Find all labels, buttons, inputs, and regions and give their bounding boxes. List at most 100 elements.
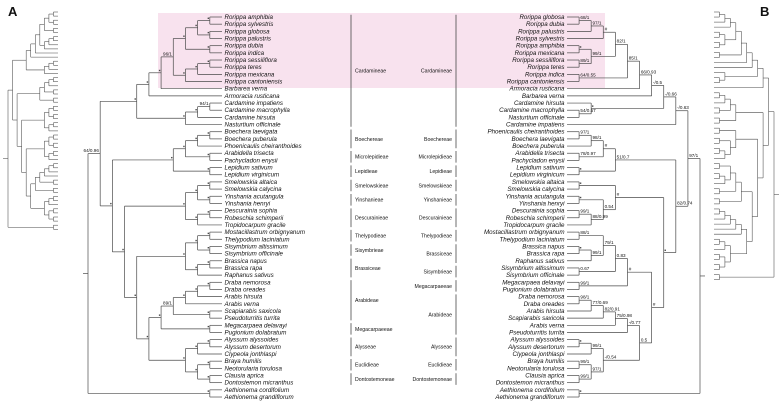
tribe-label: Sisymbrieae bbox=[423, 269, 452, 275]
taxon-label: Rorippa indica bbox=[225, 50, 265, 57]
taxon-label: Lepidium virginicum bbox=[225, 172, 280, 179]
support-value: 78/0.97 bbox=[580, 151, 596, 156]
taxon-label: Phoenicaulis cheiranthoides bbox=[487, 129, 564, 136]
tribe-label: Lepidieae bbox=[429, 169, 452, 175]
support-value: # bbox=[605, 143, 608, 148]
support-value: 99/1 bbox=[580, 280, 589, 285]
taxon-label: Raphanus sativus bbox=[225, 272, 274, 279]
tribe-label: Microlepidieae bbox=[419, 155, 453, 161]
taxon-label: Boechera puberula bbox=[512, 143, 565, 150]
tribe-label: Arabideae bbox=[428, 312, 452, 318]
support-dot bbox=[195, 368, 197, 371]
support-value: -/0.5 bbox=[653, 80, 663, 85]
tribe-label: Sisymbrieae bbox=[355, 248, 384, 254]
support-dot bbox=[207, 196, 210, 199]
taxon-label: Pachycladon enysii bbox=[225, 157, 279, 164]
taxon-label: Thelypodium laciniatum bbox=[500, 236, 565, 243]
taxon-label: Draba nemorosa bbox=[225, 279, 272, 286]
taxon-label: Scapiarabis saxicola bbox=[508, 315, 565, 322]
taxon-label: Cardamine impatiens bbox=[506, 122, 564, 129]
tribe-label: Smelowskieae bbox=[419, 183, 453, 189]
taxon-label: Arabis hirsuta bbox=[224, 294, 263, 301]
tribe-label: Dontostemoneae bbox=[355, 377, 395, 383]
taxon-label: Rorippa teres bbox=[527, 64, 564, 71]
support-dot bbox=[579, 182, 582, 184]
taxon-label: Rorippa dubia bbox=[225, 43, 264, 50]
support-dot bbox=[207, 232, 210, 235]
taxon-label: Braya humilis bbox=[527, 358, 564, 365]
taxon-label: Rorippa dubia bbox=[526, 21, 565, 28]
tribe-label: Descurainieae bbox=[419, 216, 452, 222]
support-dot bbox=[207, 46, 210, 48]
support-dot bbox=[207, 376, 210, 378]
support-dot bbox=[183, 35, 185, 37]
tribe-label: Cardamineae bbox=[421, 69, 452, 75]
support-dot bbox=[183, 253, 185, 255]
tribe-label: Yinshanieae bbox=[424, 198, 452, 204]
tribe-label: Euclidieae bbox=[355, 363, 379, 369]
taxon-label: Megacarpaea delavayi bbox=[502, 279, 565, 286]
tribe-label: Microlepidieae bbox=[355, 155, 389, 161]
support-dot bbox=[158, 314, 161, 316]
taxon-label: Smelowskia altaica bbox=[512, 179, 565, 186]
support-dot bbox=[195, 137, 197, 140]
taxon-label: Yinshania acutangula bbox=[225, 193, 285, 200]
taxon-label: Sisymbrium officinale bbox=[506, 272, 565, 279]
support-value: 82/0.91 bbox=[605, 306, 621, 311]
taxon-label: Pachycladon enysii bbox=[512, 157, 566, 164]
support-dot bbox=[207, 168, 210, 170]
taxon-label: Clypeola jonthlaspi bbox=[513, 351, 566, 358]
tribe-label: Boechereae bbox=[424, 137, 452, 143]
support-value: 97/1 bbox=[689, 153, 698, 158]
support-dot bbox=[664, 249, 666, 251]
taxon-label: Aethionema grandiflorum bbox=[494, 394, 564, 401]
taxon-label: Pugionium dolabratum bbox=[225, 329, 287, 336]
support-value: 79/1 bbox=[605, 240, 614, 245]
taxon-label: Aethionema cordifolium bbox=[499, 387, 565, 394]
taxon-label: Boechera laevigata bbox=[225, 129, 279, 136]
support-dot bbox=[207, 361, 210, 364]
tribe-label: Arabideae bbox=[355, 298, 379, 304]
panel-b-label: B bbox=[760, 4, 770, 19]
support-dot bbox=[195, 288, 197, 290]
support-value: 94/1 bbox=[200, 101, 209, 106]
taxon-label: Nasturtium officinale bbox=[225, 122, 282, 129]
taxon-label: Alyssum alyssoides bbox=[224, 337, 279, 344]
taxon-label: Sisymbrium officinale bbox=[225, 251, 284, 258]
support-dot bbox=[195, 65, 197, 68]
support-dot bbox=[183, 145, 185, 148]
taxon-label: Robeschia schimperii bbox=[506, 215, 565, 222]
tribe-label: Alysseae bbox=[355, 345, 376, 351]
taxon-label: Dontostemon micranthus bbox=[496, 380, 565, 387]
taxon-label: Sisymbrium altissimum bbox=[501, 265, 564, 272]
taxon-label: Alyssum desertorum bbox=[507, 344, 564, 351]
support-value: 99/1 bbox=[592, 51, 601, 56]
support-dot bbox=[183, 203, 185, 205]
taxon-label: Rorippa sylvestris bbox=[225, 21, 274, 28]
tribe-label: Brassiceae bbox=[426, 252, 452, 258]
taxon-label: Aethionema grandiflorum bbox=[224, 394, 294, 401]
support-value: 97/1 bbox=[592, 366, 601, 371]
taxon-label: Rorippa globosa bbox=[225, 28, 271, 35]
tribe-label: Brassiceae bbox=[355, 266, 381, 272]
support-dot bbox=[207, 247, 210, 249]
taxon-label: Braya humilis bbox=[225, 358, 262, 365]
support-value: 97/1 bbox=[580, 130, 589, 135]
support-value: 85/1 bbox=[629, 56, 638, 61]
taxon-label: Rorippa mexicana bbox=[515, 50, 565, 57]
taxon-label: Thelypodium laciniatum bbox=[225, 236, 290, 243]
support-value: -/0.66 bbox=[665, 91, 677, 96]
support-value: 99/1 bbox=[580, 209, 589, 214]
support-value: # bbox=[653, 302, 656, 307]
taxon-label: Descurainia sophia bbox=[225, 208, 278, 215]
support-value: 88/0.99 bbox=[592, 214, 608, 219]
support-value: 64/0.55 bbox=[580, 72, 596, 77]
tribe-label: Megacarpaeeae bbox=[415, 284, 453, 290]
tribe-label: Megacarpaeeae bbox=[355, 327, 393, 333]
support-dot bbox=[195, 239, 197, 242]
taxon-label: Arabis hirsuta bbox=[526, 308, 565, 315]
support-dot bbox=[207, 17, 210, 19]
taxon-label: Barbarea verna bbox=[522, 93, 565, 100]
support-value: 99/1 bbox=[580, 359, 589, 364]
support-value: 0.83 bbox=[617, 253, 626, 258]
